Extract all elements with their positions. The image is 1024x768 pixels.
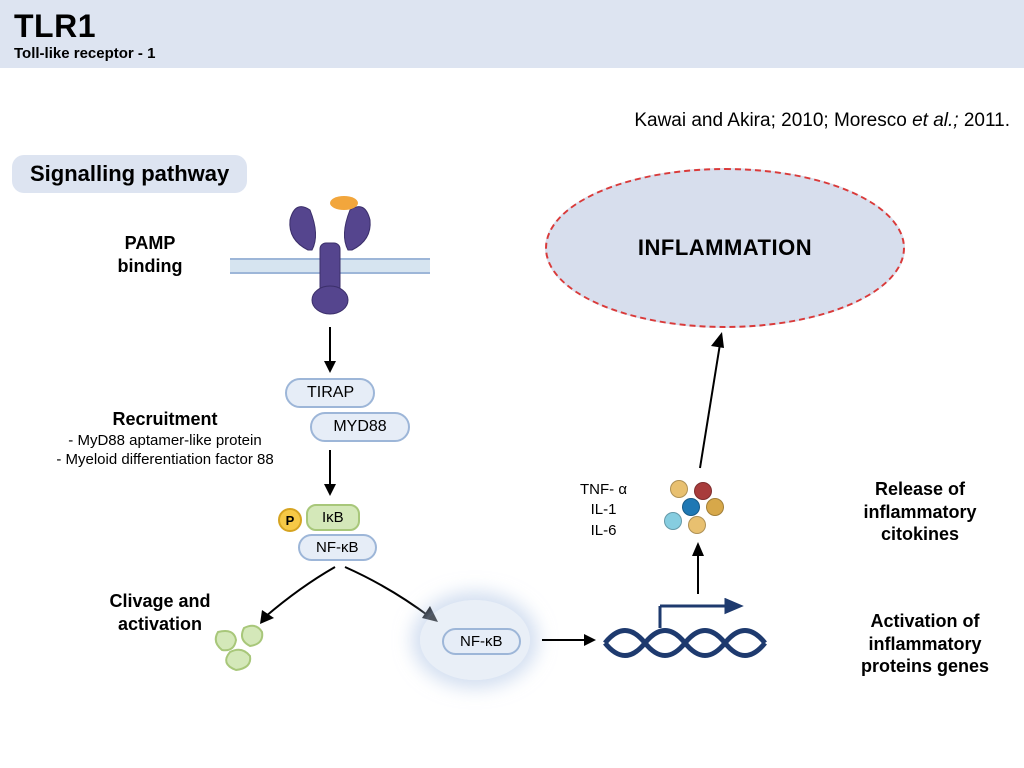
arrow-up-1 [688,540,708,596]
tirap-pill: TIRAP [285,378,375,408]
page-subtitle: Toll-like receptor - 1 [14,45,1010,62]
recruitment-title: Recruitment [10,408,320,431]
step-recruitment: Recruitment - MyD88 aptamer-like protein… [10,408,320,470]
inflammation-ellipse: INFLAMMATION [545,168,905,328]
arrow-down-1 [320,325,340,375]
recruitment-sub1: - MyD88 aptamer-like protein [10,431,320,451]
cytokine-names: TNF- α IL-1 IL-6 [580,480,627,541]
il1-label: IL-1 [580,500,627,520]
cytokine-cluster-icon [660,478,740,538]
arrow-up-2 [680,330,740,470]
citation-text: Kawai and Akira; 2010; Moresco et al.; 2… [634,110,1010,132]
section-heading: Signalling pathway [12,155,247,193]
arrow-right-1 [540,630,600,650]
header-bar: TLR1 Toll-like receptor - 1 [0,0,1024,68]
recruitment-sub2: - Myeloid differentiation factor 88 [10,450,320,470]
step-pamp-label: PAMP binding [90,232,210,277]
receptor-icon [280,195,380,325]
ikb-pill: IκB [306,504,360,531]
ikb-fragments-icon [210,620,290,675]
nfkb-pill: NF-κB [298,534,377,561]
ligand-icon [330,196,358,210]
activation-label: Activation of inflammatory proteins gene… [840,610,1010,678]
nfkb-free-pill: NF-κB [442,628,521,655]
phospho-icon: P [278,508,302,532]
dna-icon [600,598,770,668]
tnf-label: TNF- α [580,480,627,500]
arrow-down-2 [320,448,340,498]
release-label: Release of inflammatory citokines [830,478,1010,546]
il6-label: IL-6 [580,521,627,541]
myd88-pill: MYD88 [310,412,410,442]
page-title: TLR1 [14,8,1010,45]
